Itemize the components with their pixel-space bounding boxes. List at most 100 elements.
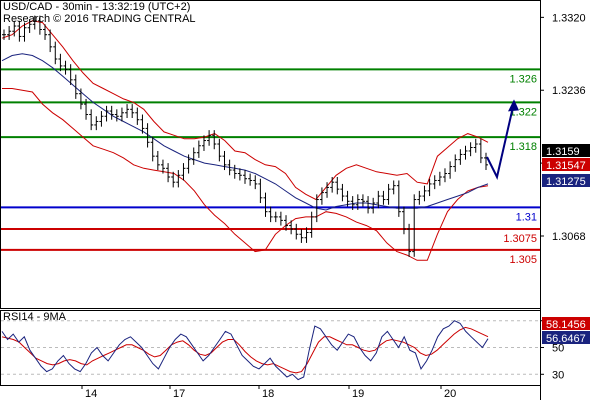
candle	[422, 185, 427, 202]
bollinger-tag: 1.31547	[542, 158, 590, 172]
candle	[140, 114, 145, 134]
candle	[284, 215, 289, 231]
candle	[176, 170, 181, 188]
candle	[463, 145, 468, 160]
candle	[130, 104, 135, 118]
candle	[12, 20, 17, 37]
candle	[360, 194, 365, 207]
candle	[330, 176, 335, 193]
candle	[432, 175, 437, 190]
candle	[412, 194, 417, 257]
candle	[243, 170, 247, 184]
candle	[217, 138, 222, 162]
candle	[2, 29, 6, 40]
rsi-ma-tag-box	[542, 317, 590, 330]
candle	[335, 176, 340, 195]
rsi-title: RSI14 - 9MA	[3, 311, 66, 323]
candle	[181, 163, 186, 181]
candle	[222, 150, 227, 171]
candle	[437, 171, 442, 186]
rsi-layer	[1, 320, 540, 381]
moving-average-layer	[1, 53, 489, 211]
x-tick-label: 19	[352, 388, 364, 400]
rsi-tag-box	[542, 331, 590, 344]
candle	[232, 164, 237, 179]
candle	[99, 111, 104, 127]
rsi-line	[1, 320, 489, 381]
bollinger-tag-box	[542, 158, 590, 171]
candle	[37, 15, 42, 35]
rsi-ma-tag: 58.1456	[542, 317, 590, 331]
ma-tag: 1.31275	[542, 174, 590, 188]
candle	[407, 223, 412, 257]
candle	[186, 154, 191, 174]
candle	[278, 211, 283, 226]
candle	[201, 135, 206, 151]
level-label: 1.326	[509, 73, 537, 85]
candle	[248, 173, 253, 186]
candle	[227, 159, 232, 176]
candle	[294, 223, 299, 240]
candle	[196, 140, 201, 158]
rsi-tag-label: 56.6467	[546, 333, 586, 345]
candle	[350, 196, 355, 210]
candle	[7, 26, 12, 40]
candle	[273, 211, 278, 223]
candle	[478, 138, 483, 164]
rsi-tick-label: 50	[552, 343, 564, 355]
last-price-tag-box	[542, 144, 590, 157]
y-tick-label: 1.3320	[552, 12, 586, 24]
last-price-tag: 1.3159	[542, 144, 590, 158]
axis-layer: 1.33201.32361.31521.30687050301417181920…	[81, 12, 590, 400]
candle	[32, 15, 37, 30]
y-tick-label: 1.3068	[552, 231, 586, 243]
candle	[268, 206, 273, 223]
bollinger-lower-line	[2, 88, 489, 261]
level-label: 1.305	[509, 254, 537, 266]
candle	[94, 116, 99, 131]
x-tick-label: 17	[173, 388, 185, 400]
candle	[104, 105, 109, 122]
price-panel-frame	[0, 0, 541, 309]
candle	[135, 107, 140, 125]
candle	[27, 19, 32, 33]
candle	[155, 150, 160, 171]
candle	[304, 227, 309, 243]
candle	[417, 190, 422, 205]
rsi-tick-label: 30	[552, 369, 564, 381]
level-label: 1.318	[509, 141, 537, 153]
candle	[125, 104, 130, 118]
ma-tag-box	[542, 174, 590, 187]
candle	[48, 29, 53, 53]
candle	[109, 105, 114, 120]
forecast-arrow-head	[508, 99, 519, 112]
candle	[263, 192, 268, 217]
rsi-ma-tag-label: 58.1456	[546, 319, 586, 331]
candle	[253, 175, 258, 190]
moving-average-line	[1, 53, 489, 211]
level-label: 1.31	[516, 211, 537, 223]
candle	[212, 130, 217, 150]
x-tick-label: 20	[444, 388, 456, 400]
candle	[366, 196, 371, 214]
bollinger-layer	[1, 20, 489, 261]
price-panel-border	[0, 0, 541, 309]
candles-layer	[2, 15, 488, 257]
candle	[319, 187, 324, 205]
y-tick-label: 1.3236	[552, 85, 586, 97]
candle	[43, 24, 48, 40]
bollinger-tag-label: 1.31547	[546, 160, 586, 172]
candle	[381, 190, 386, 205]
candle	[171, 171, 176, 188]
candle	[309, 211, 314, 238]
candle	[314, 194, 319, 223]
candle	[473, 138, 478, 153]
chart-credit: Research © 2016 TRADING CENTRAL	[3, 13, 196, 25]
candle	[73, 74, 78, 99]
candle	[345, 190, 350, 207]
candle	[427, 178, 432, 197]
candle	[191, 147, 196, 165]
